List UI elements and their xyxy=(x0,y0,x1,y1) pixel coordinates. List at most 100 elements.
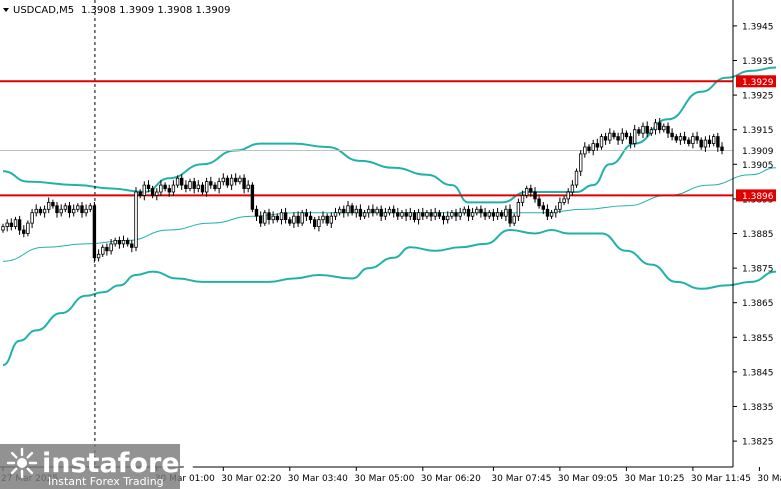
candle-body-down xyxy=(595,143,599,148)
price-tick-label: 1.3905 xyxy=(742,161,774,171)
candle xyxy=(84,204,88,217)
candle xyxy=(433,207,437,220)
candle xyxy=(346,201,350,217)
candle xyxy=(192,177,196,194)
candle xyxy=(213,182,217,192)
candle xyxy=(146,180,151,193)
candle xyxy=(354,205,358,218)
candle xyxy=(325,213,329,226)
candle xyxy=(22,225,26,238)
candle-body-down xyxy=(38,208,43,214)
candle-body-down xyxy=(396,212,400,217)
candle-body-down xyxy=(288,219,292,224)
candle-body-up xyxy=(271,215,275,221)
watermark-brand: instaforex xyxy=(42,448,197,479)
candle-body-down xyxy=(325,215,329,224)
candle-body-up xyxy=(346,205,350,214)
candle-body-up xyxy=(5,222,9,228)
candle-body-up xyxy=(712,136,716,144)
candle-body-up xyxy=(554,208,558,214)
candle xyxy=(76,203,80,213)
candle xyxy=(562,196,566,206)
candle-body-down xyxy=(670,132,674,138)
candle-body-down xyxy=(192,181,196,189)
candle xyxy=(142,181,146,201)
candle xyxy=(412,210,417,223)
candle-body-up xyxy=(159,184,163,193)
candle-body-down xyxy=(138,191,142,196)
candle-body-up xyxy=(121,239,126,245)
candle-body-up xyxy=(462,208,466,214)
candle xyxy=(487,210,491,219)
candle-body-down xyxy=(379,208,383,217)
candle-body-up xyxy=(579,153,583,172)
candle-body-up xyxy=(400,212,404,217)
candle-body-up xyxy=(470,212,475,217)
candle-body-up xyxy=(279,212,284,220)
candle-body-up xyxy=(495,212,500,217)
candle-body-down xyxy=(466,208,471,217)
candle xyxy=(616,132,620,145)
candle-body-up xyxy=(101,246,105,255)
candle-body-up xyxy=(109,243,113,252)
candle-body-down xyxy=(529,188,533,193)
candle-body-down xyxy=(479,208,483,214)
candle xyxy=(624,130,629,140)
candle-body-down xyxy=(242,177,246,189)
candle xyxy=(34,204,38,217)
candle xyxy=(217,177,221,194)
candle xyxy=(5,219,9,232)
candle-body-down xyxy=(9,222,13,228)
candle xyxy=(362,210,367,219)
candle-body-down xyxy=(454,212,458,217)
candle xyxy=(682,131,687,144)
candle-body-down xyxy=(699,139,703,148)
candle-body-down xyxy=(707,139,712,145)
candle xyxy=(101,244,105,257)
candle-body-down xyxy=(67,205,72,214)
candle xyxy=(263,210,267,226)
candle-body-up xyxy=(362,212,367,217)
candle xyxy=(454,208,458,221)
candle xyxy=(603,132,608,145)
candle-body-down xyxy=(167,188,171,193)
candle xyxy=(175,175,180,188)
candle xyxy=(533,187,537,203)
candle-body-down xyxy=(163,184,167,190)
price-tick-label: 1.3835 xyxy=(742,403,774,413)
time-tick-label: 30 Mar 02:20 xyxy=(221,474,281,484)
candle-body-down xyxy=(225,177,230,186)
candle-body-down xyxy=(612,132,616,138)
candle-body-up xyxy=(42,208,47,214)
candle-body-up xyxy=(26,222,30,234)
candle-body-up xyxy=(354,208,358,214)
candle-body-down xyxy=(130,243,134,248)
candle xyxy=(254,205,259,221)
candle xyxy=(608,128,612,144)
candle-body-up xyxy=(583,146,587,155)
candle-body-up xyxy=(96,253,101,259)
candle-body-down xyxy=(499,212,504,217)
candle-body-down xyxy=(545,208,550,217)
candle xyxy=(138,189,142,199)
collapse-triangle-icon[interactable] xyxy=(3,8,9,12)
candle xyxy=(566,188,570,204)
candle-body-down xyxy=(200,184,205,193)
candle xyxy=(637,127,641,136)
candle xyxy=(308,211,313,224)
candle-body-up xyxy=(649,129,654,134)
candle xyxy=(221,173,225,186)
candle xyxy=(229,174,234,190)
candle xyxy=(512,213,516,226)
candle xyxy=(645,121,649,137)
candle xyxy=(379,205,383,221)
candle-body-down xyxy=(308,215,313,221)
candle-body-up xyxy=(196,184,200,190)
candle xyxy=(612,130,616,140)
candle-body-down xyxy=(17,219,22,231)
candle-body-down xyxy=(254,208,259,217)
candle-body-down xyxy=(682,136,687,141)
candle-body-up xyxy=(317,219,321,227)
price-tick-label: 1.3875 xyxy=(742,265,774,275)
